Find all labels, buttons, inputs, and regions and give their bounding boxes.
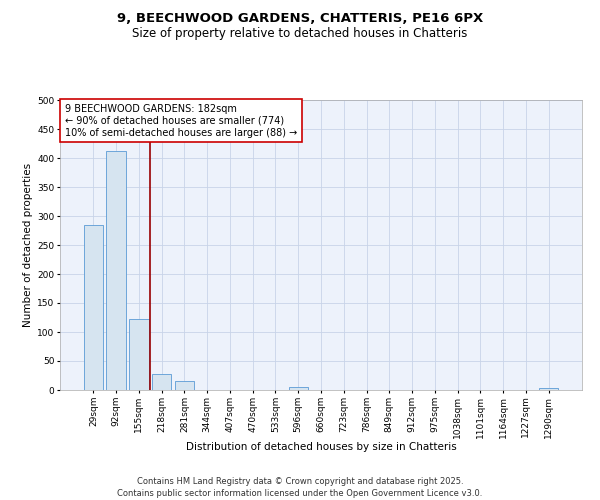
- Text: 9, BEECHWOOD GARDENS, CHATTERIS, PE16 6PX: 9, BEECHWOOD GARDENS, CHATTERIS, PE16 6P…: [117, 12, 483, 26]
- Y-axis label: Number of detached properties: Number of detached properties: [23, 163, 33, 327]
- Bar: [175, 382, 194, 390]
- X-axis label: Distribution of detached houses by size in Chatteris: Distribution of detached houses by size …: [185, 442, 457, 452]
- Bar: [106, 151, 126, 390]
- Bar: [84, 224, 103, 390]
- Bar: [129, 318, 149, 390]
- Text: Contains HM Land Registry data © Crown copyright and database right 2025.
Contai: Contains HM Land Registry data © Crown c…: [118, 476, 482, 498]
- Bar: [289, 387, 308, 390]
- Text: Size of property relative to detached houses in Chatteris: Size of property relative to detached ho…: [133, 28, 467, 40]
- Text: 9 BEECHWOOD GARDENS: 182sqm
← 90% of detached houses are smaller (774)
10% of se: 9 BEECHWOOD GARDENS: 182sqm ← 90% of det…: [65, 104, 298, 138]
- Bar: [539, 388, 558, 390]
- Bar: [152, 374, 172, 390]
